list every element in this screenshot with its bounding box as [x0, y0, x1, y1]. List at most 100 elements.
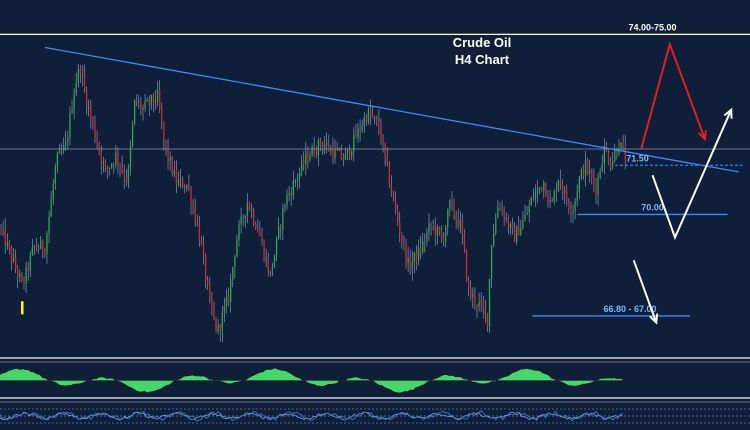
- candle-body: [428, 223, 430, 233]
- candle-body: [259, 231, 261, 236]
- candle-body: [365, 117, 368, 123]
- candle-body: [526, 212, 528, 215]
- candle-body: [215, 317, 217, 331]
- candle-body: [261, 235, 263, 241]
- candle-body: [65, 141, 67, 146]
- candle-body: [436, 227, 438, 236]
- candle-body: [336, 148, 338, 151]
- candle-body: [56, 153, 59, 167]
- candle-body: [40, 240, 42, 249]
- candle-body: [457, 219, 459, 228]
- candle-body: [83, 74, 86, 90]
- candle-body: [486, 312, 489, 327]
- candle-body: [520, 227, 522, 236]
- candle-body: [298, 171, 301, 179]
- candle-body: [207, 280, 209, 285]
- candle-body: [35, 245, 38, 249]
- candle-body: [104, 162, 107, 167]
- scenario-arrow-head: [649, 313, 659, 325]
- candle-body: [351, 151, 353, 157]
- candle-body: [455, 215, 457, 220]
- line-oscillator-panel: [0, 408, 750, 424]
- candle-body: [171, 157, 173, 175]
- candle-body: [113, 163, 115, 165]
- candle-body: [177, 179, 180, 185]
- candle-body: [397, 209, 399, 223]
- candle-body: [275, 237, 278, 256]
- candle-body: [507, 217, 509, 228]
- candle-body: [353, 133, 355, 152]
- candle-body: [204, 255, 207, 281]
- candle-body: [332, 148, 334, 159]
- candle-body: [173, 170, 175, 175]
- candle-body: [54, 166, 56, 185]
- histogram-signal-line: [0, 367, 623, 394]
- candle-body: [267, 258, 269, 274]
- candle-body: [115, 153, 117, 165]
- candle-body: [46, 233, 48, 255]
- candle-body: [2, 228, 4, 230]
- candle-body: [488, 278, 491, 327]
- trendline: [44, 46, 739, 173]
- candle-body: [369, 108, 372, 116]
- candle-body: [482, 302, 484, 309]
- candle-body: [102, 162, 104, 164]
- candle-body: [148, 99, 150, 106]
- candle-body: [593, 177, 595, 185]
- candle-body: [609, 162, 612, 167]
- scenario-arrow: [632, 259, 658, 323]
- candle-body: [138, 101, 140, 103]
- candle-body: [209, 284, 211, 298]
- candle-body: [292, 180, 294, 196]
- candle-body: [213, 309, 215, 318]
- candle-body: [363, 117, 365, 127]
- candle-body: [90, 107, 92, 118]
- scenario-arrow: [651, 109, 733, 241]
- candle-body: [616, 150, 618, 154]
- candle-body: [432, 224, 434, 226]
- level-label: 71.50: [626, 153, 649, 163]
- oscillator-signal-line: [0, 411, 623, 421]
- candle-body: [501, 208, 503, 210]
- candle-body: [58, 150, 61, 154]
- candle-body: [586, 160, 589, 174]
- candle-body: [342, 158, 345, 160]
- candle-body: [179, 178, 182, 180]
- candle-body: [386, 155, 388, 163]
- candle-body: [167, 148, 169, 161]
- candle-body: [236, 239, 238, 257]
- candle-body: [388, 162, 390, 186]
- candle-body: [392, 193, 395, 199]
- candle-body: [378, 119, 380, 128]
- candle-body: [401, 233, 403, 242]
- candle-body: [413, 252, 416, 263]
- candle-body: [403, 241, 405, 243]
- candle-body: [553, 191, 555, 202]
- chart-title: Crude Oil: [453, 35, 512, 50]
- candle-body: [94, 123, 96, 139]
- candle-body: [202, 244, 205, 256]
- candle-body: [85, 89, 88, 109]
- candle-body: [31, 246, 34, 255]
- candle-body: [543, 182, 545, 191]
- candle-body: [100, 151, 102, 164]
- candle-body: [150, 94, 153, 106]
- candle-body: [263, 240, 265, 260]
- candle-body: [524, 214, 526, 221]
- candle-body: [541, 187, 543, 191]
- candles-layer: [0, 64, 626, 343]
- candle-body: [607, 151, 610, 163]
- candle-body: [19, 274, 21, 278]
- candle-body: [367, 108, 370, 123]
- candle-body: [461, 219, 464, 234]
- candle-body: [407, 257, 409, 263]
- candle-body: [227, 296, 230, 303]
- candle-body: [330, 148, 332, 151]
- candle-body: [17, 269, 19, 278]
- candle-body: [136, 99, 138, 103]
- candle-body: [534, 192, 537, 200]
- candle-body: [307, 152, 309, 161]
- candle-body: [518, 226, 520, 236]
- candle-body: [290, 193, 292, 196]
- candle-body: [584, 160, 587, 177]
